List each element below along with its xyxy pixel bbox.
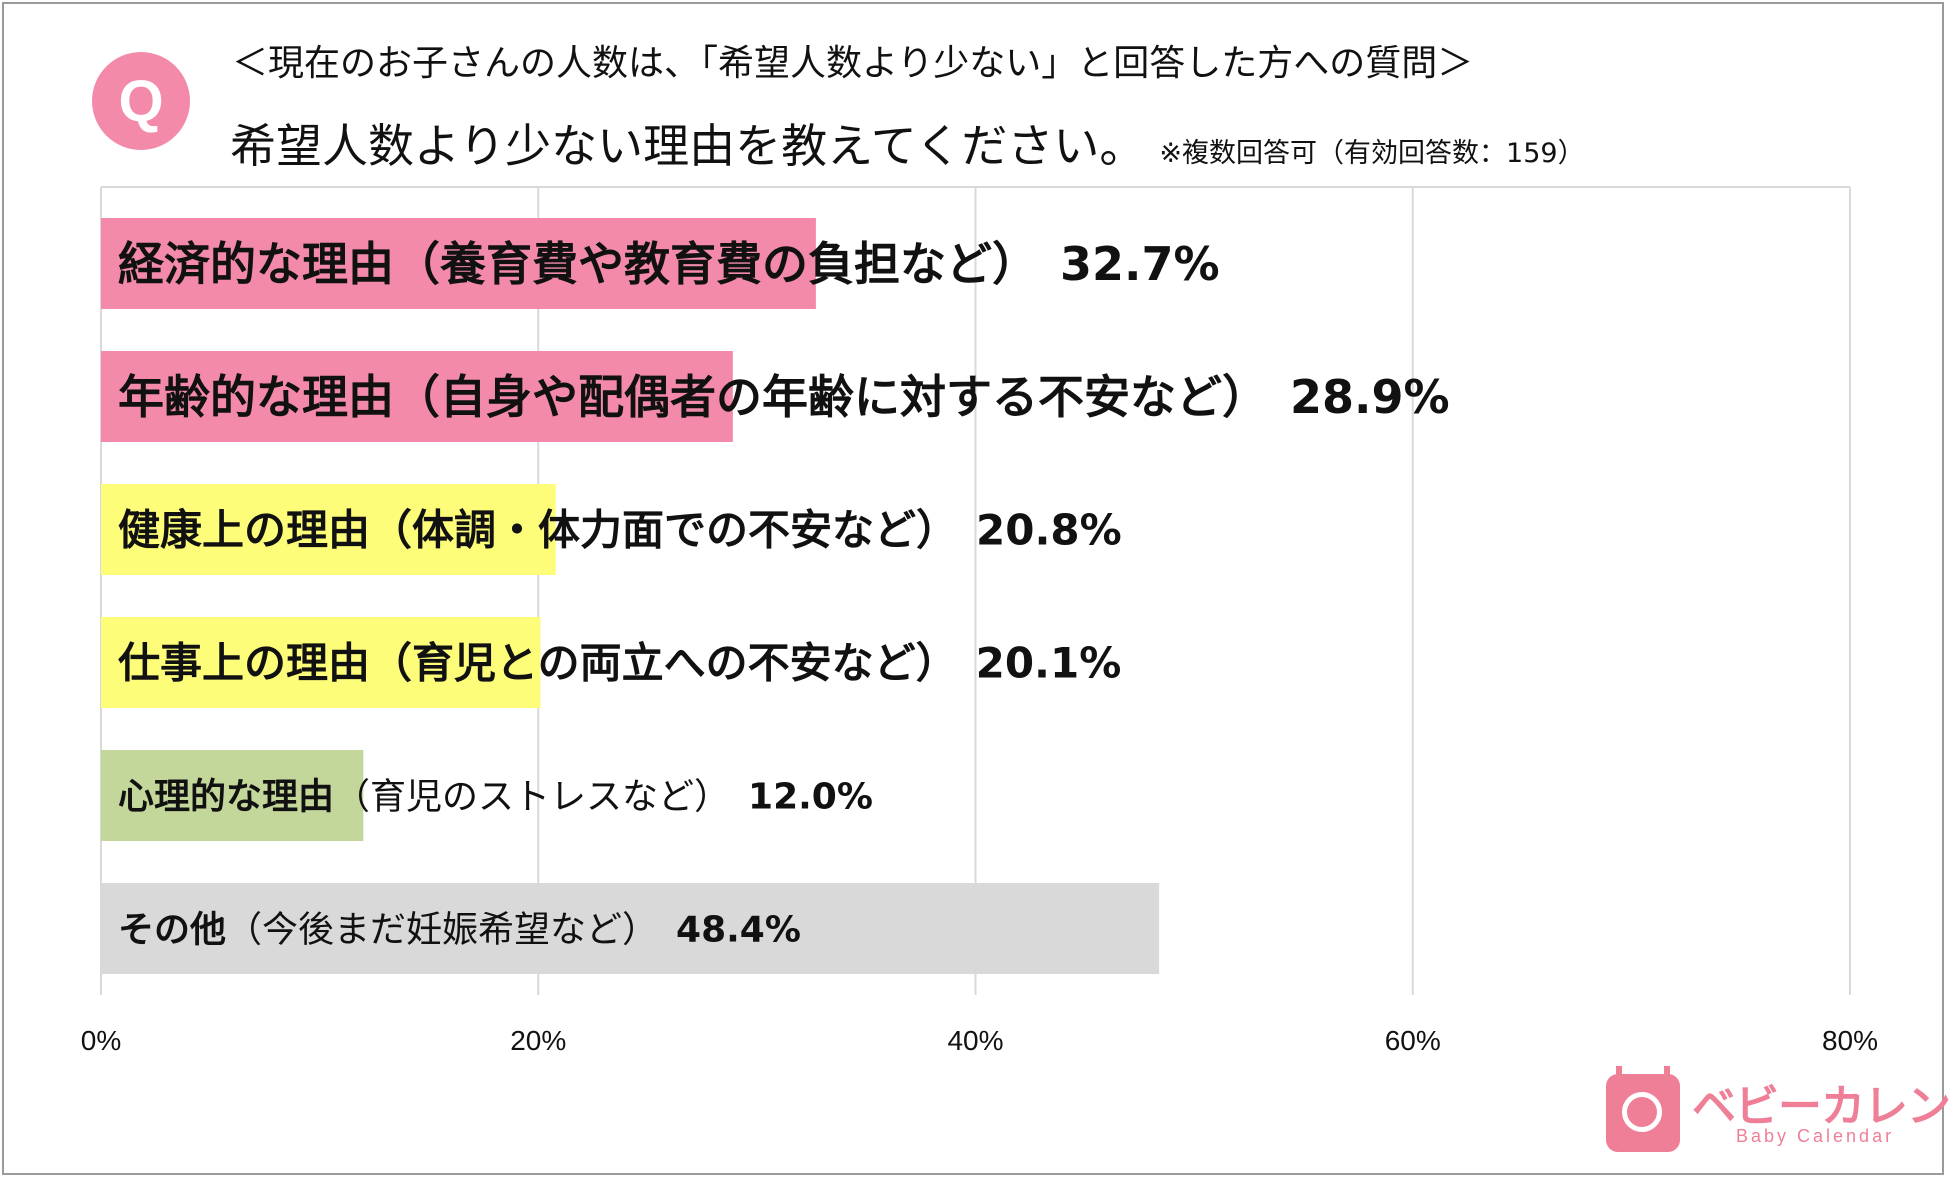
bar-label: その他（今後まだ妊娠希望など） 48.4% <box>118 909 801 950</box>
question-badge: Q <box>92 52 190 150</box>
brand-logo: ベビーカレンダー Baby Calendar <box>1606 1066 1950 1158</box>
x-tick-label: 60% <box>1385 1025 1441 1056</box>
brand-logo-text: ベビーカレンダー <box>1692 1081 1950 1132</box>
category-detail: （自身や配偶者の年齢に対する不安など） <box>394 370 1268 424</box>
category-detail: （体調・体力面での不安など） <box>370 506 958 555</box>
bar-label: 仕事上の理由（育児との両立への不安など） 20.1% <box>118 639 1121 688</box>
bar <box>101 750 364 841</box>
bar <box>101 617 541 708</box>
value-label: 32.7% <box>1060 237 1220 291</box>
value-label: 12.0% <box>748 776 873 817</box>
x-tick-label: 0% <box>81 1025 121 1056</box>
response-note: ※複数回答可（有効回答数：159） <box>1159 138 1585 169</box>
value-label: 20.8% <box>976 506 1122 555</box>
calendar-icon <box>1606 1066 1680 1152</box>
category-label: 健康上の理由 <box>118 506 370 555</box>
value-label: 48.4% <box>676 909 801 950</box>
category-detail: （育児のストレスなど） <box>334 776 730 817</box>
value-label: 20.1% <box>976 639 1122 688</box>
x-tick-label: 80% <box>1822 1025 1878 1056</box>
x-tick-label: 40% <box>947 1025 1003 1056</box>
bar <box>101 883 1160 974</box>
category-label: 年齢的な理由 <box>118 370 394 424</box>
value-label: 28.9% <box>1290 370 1450 424</box>
bar-label: 経済的な理由（養育費や教育費の負担など） 32.7% <box>118 237 1220 291</box>
x-tick-label: 20% <box>510 1025 566 1056</box>
question-subheading: ＜現在のお子さんの人数は、「希望人数より少ない」と回答した方への質問＞ <box>232 43 1474 84</box>
category-label: その他 <box>118 909 226 950</box>
category-detail: （今後まだ妊娠希望など） <box>226 909 658 950</box>
bar <box>101 351 733 442</box>
category-label: 仕事上の理由 <box>118 639 370 688</box>
question-text: 希望人数より少ない理由を教えてください。 <box>230 119 1146 173</box>
bar-label: 年齢的な理由（自身や配偶者の年齢に対する不安など） 28.9% <box>118 370 1450 424</box>
bar <box>101 484 556 575</box>
category-label: 経済的な理由 <box>118 237 394 291</box>
category-detail: （養育費や教育費の負担など） <box>394 237 1038 291</box>
category-detail: （育児との両立への不安など） <box>370 639 958 688</box>
brand-logo-subtext: Baby Calendar <box>1736 1126 1895 1146</box>
bar <box>101 218 816 309</box>
bar-label: 健康上の理由（体調・体力面での不安など） 20.8% <box>118 506 1122 555</box>
category-label: 心理的な理由 <box>118 776 334 817</box>
bar-label: 心理的な理由（育児のストレスなど） 12.0% <box>118 776 873 817</box>
question-title: 希望人数より少ない理由を教えてください。 ※複数回答可（有効回答数：159） <box>230 110 1585 176</box>
